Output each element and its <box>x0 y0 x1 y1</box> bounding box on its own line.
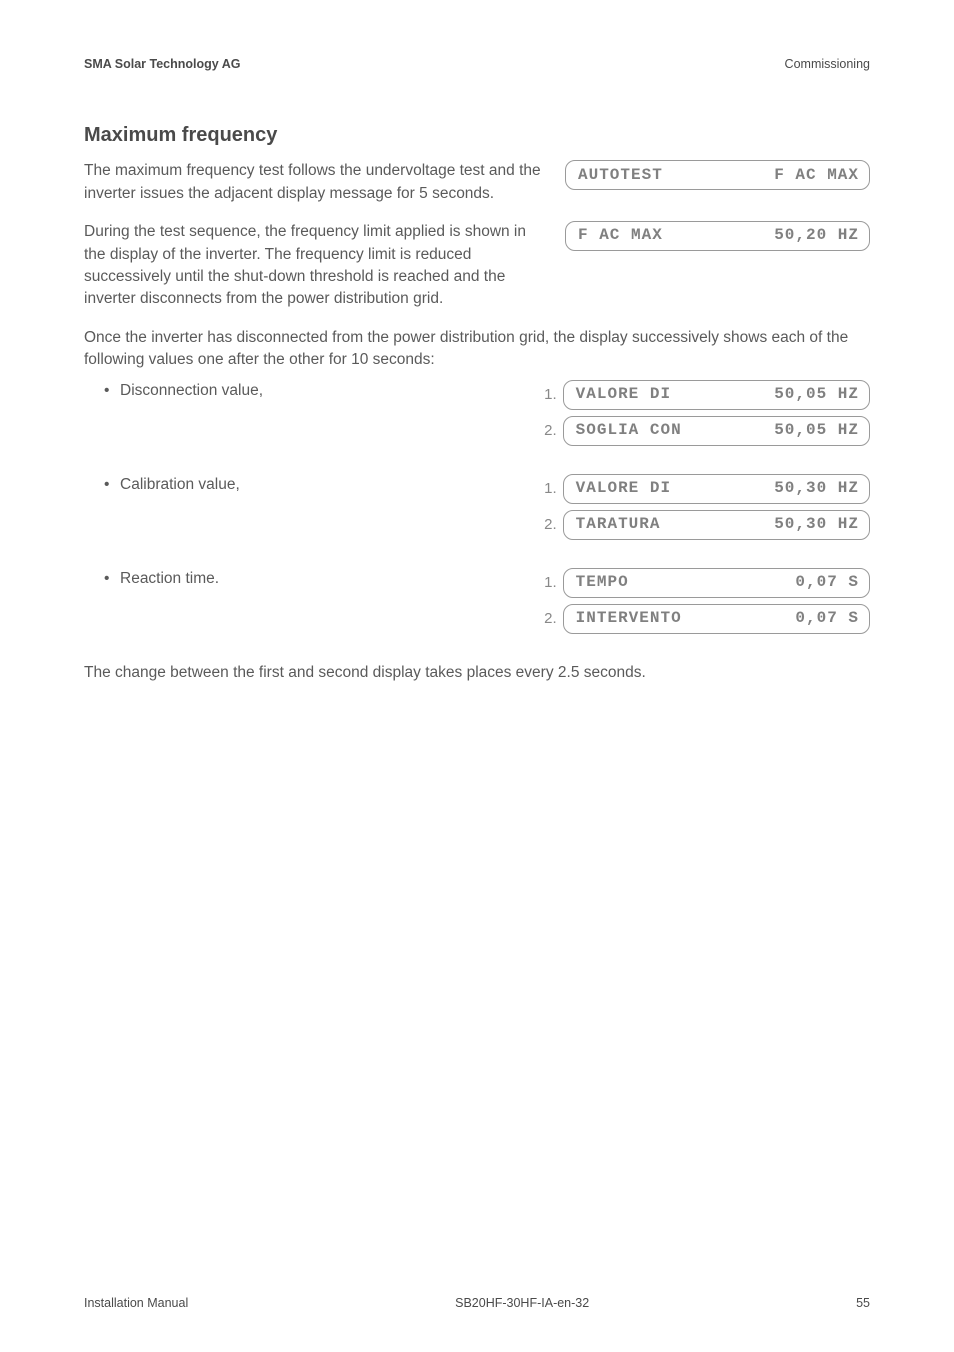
para1-col: The maximum frequency test follows the u… <box>84 160 545 213</box>
bullet-label-0: Disconnection value, <box>120 380 263 402</box>
lcd-0-1-left: SOGLIA CON <box>576 419 682 442</box>
footer-center: SB20HF-30HF-IA-en-32 <box>455 1294 589 1312</box>
lcd-0-1: SOGLIA CON 50,05 HZ <box>563 416 870 446</box>
bullet-text-0: • Disconnection value, <box>84 380 540 402</box>
lcd-1-0-left: VALORE DI <box>576 477 671 500</box>
para4: The change between the first and second … <box>84 662 870 684</box>
para1: The maximum frequency test follows the u… <box>84 160 545 205</box>
lcd-line-1-1: 2. TARATURA 50,30 HZ <box>540 510 870 540</box>
page-header: SMA Solar Technology AG Commissioning <box>84 55 870 73</box>
lcd-num-2-0: 1. <box>540 572 557 594</box>
para3: Once the inverter has disconnected from … <box>84 327 870 372</box>
bullet-lcds-2: 1. TEMPO 0,07 S 2. INTERVENTO 0,07 S <box>540 568 870 640</box>
lcd-line-1-0: 1. VALORE DI 50,30 HZ <box>540 474 870 504</box>
lcd-num-0-0: 1. <box>540 384 557 406</box>
lcd-1-1: TARATURA 50,30 HZ <box>563 510 870 540</box>
lcd-top2-col: F AC MAX 50,20 HZ <box>565 221 870 319</box>
lcd-line-0-1: 2. SOGLIA CON 50,05 HZ <box>540 416 870 446</box>
bullet-row-1: • Calibration value, 1. VALORE DI 50,30 … <box>84 474 870 546</box>
bullet-lcds-1: 1. VALORE DI 50,30 HZ 2. TARATURA 50,30 … <box>540 474 870 546</box>
row-para1: The maximum frequency test follows the u… <box>84 160 870 213</box>
row-para2: During the test sequence, the frequency … <box>84 221 870 319</box>
para2-col: During the test sequence, the frequency … <box>84 221 545 319</box>
lcd-2-1-right: 0,07 S <box>795 607 859 630</box>
lcd-1-1-right: 50,30 HZ <box>774 513 859 536</box>
lcd-line-0-0: 1. VALORE DI 50,05 HZ <box>540 380 870 410</box>
bullet-label-2: Reaction time. <box>120 568 219 590</box>
lcd-1-1-left: TARATURA <box>576 513 661 536</box>
lcd-1-0: VALORE DI 50,30 HZ <box>563 474 870 504</box>
bullet-mark-0: • <box>84 380 120 402</box>
lcd-0-0-left: VALORE DI <box>576 383 671 406</box>
lcd-1-0-right: 50,30 HZ <box>774 477 859 500</box>
lcd-2-1: INTERVENTO 0,07 S <box>563 604 870 634</box>
lcd-0-1-right: 50,05 HZ <box>774 419 859 442</box>
bullet-text-1: • Calibration value, <box>84 474 540 496</box>
lcd-autotest-right: F AC MAX <box>774 164 859 187</box>
lcd-facmax: F AC MAX 50,20 HZ <box>565 221 870 251</box>
bullet-block: • Disconnection value, 1. VALORE DI 50,0… <box>84 380 870 640</box>
lcd-2-1-left: INTERVENTO <box>576 607 682 630</box>
lcd-autotest: AUTOTEST F AC MAX <box>565 160 870 190</box>
bullet-row-0: • Disconnection value, 1. VALORE DI 50,0… <box>84 380 870 452</box>
lcd-2-0-left: TEMPO <box>576 571 629 594</box>
header-company: SMA Solar Technology AG <box>84 55 241 73</box>
section-title: Maximum frequency <box>84 121 870 150</box>
bullet-mark-2: • <box>84 568 120 590</box>
lcd-0-0-right: 50,05 HZ <box>774 383 859 406</box>
page-footer: Installation Manual SB20HF-30HF-IA-en-32… <box>84 1294 870 1312</box>
para2: During the test sequence, the frequency … <box>84 221 545 311</box>
lcd-0-0: VALORE DI 50,05 HZ <box>563 380 870 410</box>
bullet-label-1: Calibration value, <box>120 474 240 496</box>
bullet-row-2: • Reaction time. 1. TEMPO 0,07 S 2. INTE… <box>84 568 870 640</box>
lcd-top1-col: AUTOTEST F AC MAX <box>565 160 870 213</box>
lcd-facmax-left: F AC MAX <box>578 224 663 247</box>
lcd-line-2-1: 2. INTERVENTO 0,07 S <box>540 604 870 634</box>
footer-right: 55 <box>856 1294 870 1312</box>
lcd-autotest-left: AUTOTEST <box>578 164 663 187</box>
lcd-2-0: TEMPO 0,07 S <box>563 568 870 598</box>
lcd-2-0-right: 0,07 S <box>795 571 859 594</box>
bullet-mark-1: • <box>84 474 120 496</box>
lcd-num-1-1: 2. <box>540 514 557 536</box>
lcd-num-0-1: 2. <box>540 420 557 442</box>
lcd-facmax-right: 50,20 HZ <box>774 224 859 247</box>
footer-left: Installation Manual <box>84 1294 188 1312</box>
lcd-num-1-0: 1. <box>540 478 557 500</box>
lcd-line-2-0: 1. TEMPO 0,07 S <box>540 568 870 598</box>
bullet-lcds-0: 1. VALORE DI 50,05 HZ 2. SOGLIA CON 50,0… <box>540 380 870 452</box>
header-section: Commissioning <box>785 55 870 73</box>
bullet-text-2: • Reaction time. <box>84 568 540 590</box>
lcd-num-2-1: 2. <box>540 608 557 630</box>
